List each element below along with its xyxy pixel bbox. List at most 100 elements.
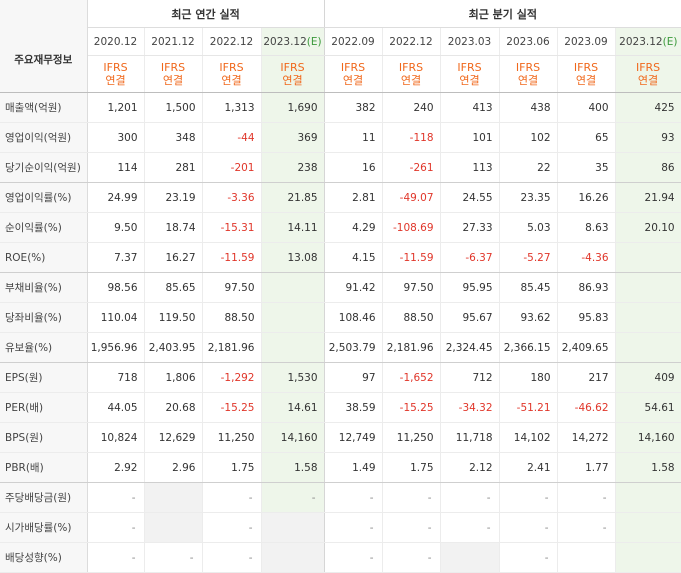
- ifrs-label: IFRS 연결: [615, 55, 681, 93]
- table-cell: 114: [87, 152, 145, 183]
- table-cell: 88.50: [382, 302, 441, 333]
- table-cell: -: [440, 482, 500, 513]
- table-cell: 1,313: [202, 92, 262, 123]
- table-cell: -: [499, 542, 558, 573]
- table-cell: -: [499, 482, 558, 513]
- table-row: 매출액(억원) 1,201 1,500 1,313 1,690 382 240 413 438 4…: [0, 92, 681, 123]
- table-cell: 240: [382, 92, 441, 123]
- ifrs-label: IFRS 연결: [261, 55, 325, 93]
- table-cell: 23.19: [144, 182, 203, 213]
- table-row: 영업이익률(%) 24.99 23.19 -3.36 21.85 2.81 -49.07 24…: [0, 182, 681, 213]
- annual-group-header: 최근 연간 실적: [87, 0, 325, 28]
- period-header-estimate: 2023.12(E): [615, 27, 681, 56]
- table-cell: 1,806: [144, 362, 203, 393]
- table-cell: 14,272: [557, 422, 616, 453]
- table-cell: 1.77: [557, 452, 616, 483]
- table-cell: -: [87, 542, 145, 573]
- table-row: 배당성향(%) - - - - - -: [0, 542, 681, 573]
- table-cell: [261, 542, 325, 573]
- table-cell: 88.50: [202, 302, 262, 333]
- table-cell: 108.46: [324, 302, 383, 333]
- table-cell: 23.35: [499, 182, 558, 213]
- table-cell: -: [382, 512, 441, 543]
- ifrs-standard: IFRS: [160, 61, 186, 74]
- period-header: 2023.03: [440, 27, 500, 56]
- table-cell: -: [87, 512, 145, 543]
- table-cell: -5.27: [499, 242, 558, 273]
- table-cell: 409: [615, 362, 681, 393]
- table-row: EPS(원) 718 1,806 -1,292 1,530 97 -1,652 712 180 2…: [0, 362, 681, 393]
- table-cell: -: [324, 482, 383, 513]
- table-cell: 18.74: [144, 212, 203, 243]
- table-cell: -51.21: [499, 392, 558, 423]
- table-cell: 1,530: [261, 362, 325, 393]
- table-cell: -15.25: [202, 392, 262, 423]
- ifrs-standard: IFRS: [340, 61, 366, 74]
- table-cell: 14.61: [261, 392, 325, 423]
- table-cell: 2,324.45: [440, 332, 500, 363]
- row-label: 순이익률(%): [0, 212, 88, 243]
- table-cell: -15.25: [382, 392, 441, 423]
- period-header: 2022.12: [202, 27, 262, 56]
- table-cell: [261, 512, 325, 543]
- estimate-mark: (E): [662, 35, 678, 48]
- table-cell: -: [202, 542, 262, 573]
- quarterly-group-header: 최근 분기 실적: [324, 0, 681, 28]
- table-cell: 2,181.96: [202, 332, 262, 363]
- table-row: 당기순이익(억원) 114 281 -201 238 16 -261 113 22 35 86: [0, 152, 681, 183]
- table-cell: 4.29: [324, 212, 383, 243]
- ifrs-consolidated: 연결: [282, 74, 303, 87]
- table-cell: 14.11: [261, 212, 325, 243]
- table-row: PER(배) 44.05 20.68 -15.25 14.61 38.59 -15.25 -3…: [0, 392, 681, 423]
- table-cell: 438: [499, 92, 558, 123]
- table-cell: -49.07: [382, 182, 441, 213]
- table-cell: 348: [144, 122, 203, 153]
- table-cell: 98.56: [87, 272, 145, 303]
- ifrs-label: IFRS 연결: [440, 55, 500, 93]
- row-label: ROE(%): [0, 242, 88, 273]
- period-header: 2022.09: [324, 27, 383, 56]
- table-row: 시가배당률(%) - - - - - - -: [0, 512, 681, 543]
- table-row: 당좌비율(%) 110.04 119.50 88.50 108.46 88.50 95.67…: [0, 302, 681, 333]
- table-cell: -15.31: [202, 212, 262, 243]
- table-cell: [144, 482, 203, 513]
- table-cell: 1,956.96: [87, 332, 145, 363]
- table-cell: 110.04: [87, 302, 145, 333]
- table-cell: 91.42: [324, 272, 383, 303]
- table-cell: 86: [615, 152, 681, 183]
- table-row: 순이익률(%) 9.50 18.74 -15.31 14.11 4.29 -108.69 27…: [0, 212, 681, 243]
- table-cell: -: [261, 482, 325, 513]
- table-cell: 86.93: [557, 272, 616, 303]
- table-cell: -: [202, 512, 262, 543]
- table-cell: 95.83: [557, 302, 616, 333]
- row-label: 배당성향(%): [0, 542, 88, 573]
- table-cell: [615, 332, 681, 363]
- ifrs-label: IFRS 연결: [382, 55, 441, 93]
- ifrs-consolidated: 연결: [575, 74, 597, 87]
- table-cell: [261, 272, 325, 303]
- table-cell: -: [324, 542, 383, 573]
- table-cell: 1.58: [615, 452, 681, 483]
- ifrs-standard: IFRS: [635, 61, 661, 74]
- table-row: 영업이익(억원) 300 348 -44 369 11 -118 101 102 65 93: [0, 122, 681, 153]
- table-cell: 54.61: [615, 392, 681, 423]
- table-cell: -: [557, 512, 616, 543]
- table-cell: 2,409.65: [557, 332, 616, 363]
- table-cell: [615, 512, 681, 543]
- ifrs-standard: IFRS: [398, 61, 424, 74]
- table-cell: [615, 542, 681, 573]
- table-cell: -: [557, 482, 616, 513]
- table-cell: 16: [324, 152, 383, 183]
- table-cell: 2,366.15: [499, 332, 558, 363]
- period-header: 2020.12: [87, 27, 145, 56]
- table-cell: 119.50: [144, 302, 203, 333]
- table-cell: 85.65: [144, 272, 203, 303]
- estimate-mark: (E): [306, 35, 322, 48]
- period-header-estimate: 2023.12(E): [261, 27, 325, 56]
- table-cell: [144, 512, 203, 543]
- table-cell: 1,201: [87, 92, 145, 123]
- table-cell: 2.12: [440, 452, 500, 483]
- table-cell: 95.67: [440, 302, 500, 333]
- row-label: 시가배당률(%): [0, 512, 88, 543]
- table-cell: 2.81: [324, 182, 383, 213]
